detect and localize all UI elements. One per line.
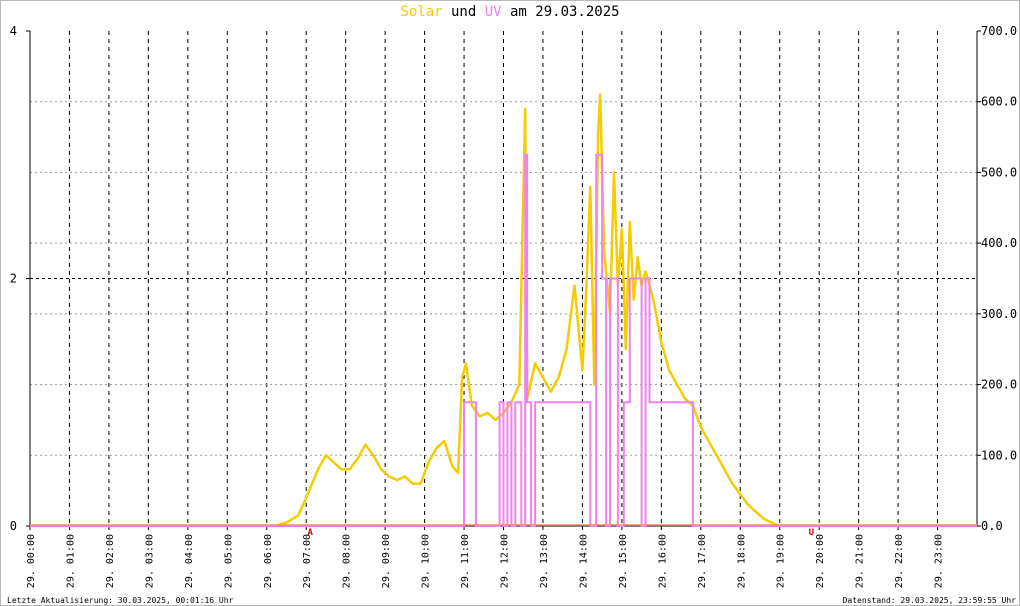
x-tick-label-13: 29. 13:00 bbox=[539, 534, 550, 588]
x-tick-label-11: 29. 11:00 bbox=[460, 534, 471, 588]
x-tick-label-14: 29. 14:00 bbox=[578, 534, 589, 588]
x-tick-label-2: 29. 02:00 bbox=[105, 534, 116, 588]
right-tick-label-5: 500.0 bbox=[981, 165, 1017, 179]
x-tick-label-19: 29. 19:00 bbox=[776, 534, 787, 588]
x-tick-label-20: 29. 20:00 bbox=[815, 534, 826, 588]
right-tick-label-2: 200.0 bbox=[981, 378, 1017, 392]
left-tick-label-0: 0 bbox=[10, 519, 17, 533]
right-tick-label-7: 700.0 bbox=[981, 24, 1017, 38]
right-tick-label-1: 100.0 bbox=[981, 448, 1017, 462]
marker-a: A bbox=[307, 528, 313, 538]
footer-last-update: Letzte Aktualisierung: 30.03.2025, 00:01… bbox=[7, 596, 234, 605]
x-tick-label-15: 29. 15:00 bbox=[618, 534, 629, 588]
x-tick-label-7: 29. 07:00 bbox=[302, 534, 313, 588]
title-und: und bbox=[442, 4, 485, 20]
x-tick-label-9: 29. 09:00 bbox=[381, 534, 392, 588]
chart-title: Solar und UV am 29.03.2025 bbox=[0, 4, 1020, 20]
x-tick-label-17: 29. 17:00 bbox=[697, 534, 708, 588]
x-tick-label-5: 29. 05:00 bbox=[223, 534, 234, 588]
x-tick-label-18: 29. 18:00 bbox=[736, 534, 747, 588]
x-tick-label-0: 29. 00:00 bbox=[26, 534, 37, 588]
x-tick-label-22: 29. 22:00 bbox=[894, 534, 905, 588]
x-tick-label-6: 29. 06:00 bbox=[263, 534, 274, 588]
right-tick-label-6: 600.0 bbox=[981, 95, 1017, 109]
right-tick-label-4: 400.0 bbox=[981, 236, 1017, 250]
x-tick-label-23: 29. 23:00 bbox=[934, 534, 945, 588]
left-tick-label-2: 4 bbox=[10, 24, 17, 38]
series-uv-line bbox=[30, 153, 977, 527]
title-uv: UV bbox=[484, 4, 502, 20]
x-tick-label-21: 29. 21:00 bbox=[855, 534, 866, 588]
footer-data-status: Datenstand: 29.03.2025, 23:59:55 Uhr bbox=[842, 596, 1016, 605]
x-tick-label-4: 29. 04:00 bbox=[184, 534, 195, 588]
x-tick-label-1: 29. 01:00 bbox=[65, 534, 76, 588]
right-tick-label-0: 0.0 bbox=[981, 519, 1003, 533]
series-solar-line bbox=[30, 93, 977, 528]
x-tick-label-10: 29. 10:00 bbox=[421, 534, 432, 588]
right-tick-label-3: 300.0 bbox=[981, 307, 1017, 321]
left-tick-label-1: 2 bbox=[10, 272, 17, 286]
title-date: am 29.03.2025 bbox=[501, 4, 620, 20]
x-tick-label-16: 29. 16:00 bbox=[657, 534, 668, 588]
title-solar: Solar bbox=[400, 4, 443, 20]
x-tick-label-12: 29. 12:00 bbox=[500, 534, 511, 588]
x-tick-label-3: 29. 03:00 bbox=[144, 534, 155, 588]
x-tick-label-8: 29. 08:00 bbox=[342, 534, 353, 588]
marker-u: U bbox=[809, 528, 814, 538]
